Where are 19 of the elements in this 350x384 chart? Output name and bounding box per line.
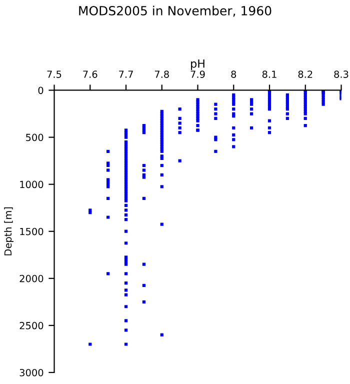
chart-title: MODS2005 in November, 1960 xyxy=(79,6,272,17)
x-tick-label: 7.7 xyxy=(119,70,133,78)
x-tick-label: 8.1 xyxy=(262,70,276,78)
y-tick-label: 2500 xyxy=(20,322,44,330)
y-tick-label: 0 xyxy=(38,86,44,94)
y-tick-label: 2000 xyxy=(20,274,44,282)
y-tick-label: 1500 xyxy=(20,228,44,236)
y-tick-label: 500 xyxy=(26,134,44,142)
y-tick-label: 3000 xyxy=(20,368,44,376)
x-tick-label: 7.9 xyxy=(190,70,205,78)
x-tick-label: 8 xyxy=(231,70,236,78)
x-tick-label: 7.5 xyxy=(47,70,62,78)
x-tick-label: 8.2 xyxy=(298,70,312,78)
x-axis-title: pH xyxy=(191,60,204,70)
y-axis-title: Depth [m] xyxy=(4,207,14,256)
x-tick-label: 7.8 xyxy=(154,70,169,78)
x-tick-label: 8.3 xyxy=(334,70,348,78)
y-tick-label: 1000 xyxy=(20,180,44,188)
x-tick-label: 7.6 xyxy=(83,70,98,78)
